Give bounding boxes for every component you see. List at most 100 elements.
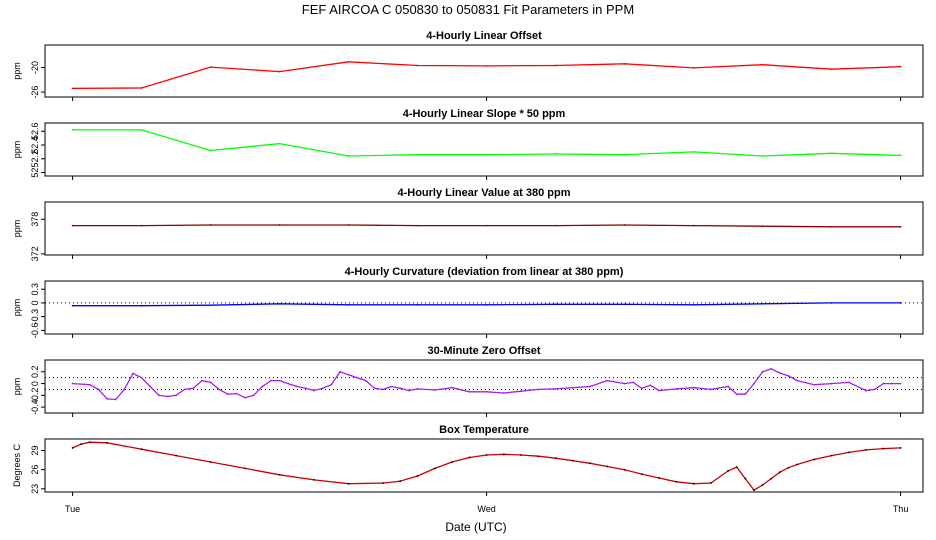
data-point <box>373 387 376 390</box>
data-point <box>623 224 626 226</box>
data-point <box>209 381 212 384</box>
data-point <box>606 465 609 468</box>
x-tick-label: Thu <box>893 504 909 514</box>
data-point <box>270 379 272 382</box>
data-point <box>830 454 833 457</box>
data-point <box>244 396 246 399</box>
data-point <box>778 372 781 374</box>
data-point <box>140 128 143 131</box>
data-point <box>623 62 626 65</box>
panel-frame <box>44 280 924 335</box>
data-point <box>554 153 557 155</box>
y-tick-label: -0.4 <box>30 399 40 415</box>
y-axis-label: ppm <box>12 141 22 159</box>
data-point <box>175 394 177 397</box>
data-point <box>830 152 833 155</box>
data-point <box>390 385 393 388</box>
data-point <box>416 153 419 156</box>
data-point <box>382 388 384 391</box>
data-point <box>132 372 134 375</box>
data-point <box>416 64 419 67</box>
data-point <box>692 151 695 153</box>
data-point <box>278 142 281 145</box>
data-point <box>140 304 143 307</box>
data-point <box>753 489 755 491</box>
data-point <box>675 480 678 483</box>
data-point <box>278 473 281 476</box>
data-point <box>554 387 557 390</box>
data-point <box>209 461 212 463</box>
data-point <box>847 381 850 384</box>
data-point <box>468 456 471 459</box>
data-point <box>589 385 591 388</box>
data-point <box>606 379 609 382</box>
data-point <box>865 389 867 392</box>
x-axis-label: Date (UTC) <box>445 520 506 534</box>
data-point <box>71 447 74 449</box>
x-tick-label: Tue <box>65 504 80 514</box>
data-point <box>278 302 281 305</box>
data-point <box>899 154 902 157</box>
series-line <box>72 129 901 157</box>
data-point <box>468 390 471 393</box>
data-point <box>408 389 410 392</box>
data-point <box>891 382 893 385</box>
data-point <box>201 379 203 382</box>
data-point <box>364 379 367 382</box>
y-tick-label: 52.2 <box>30 150 40 168</box>
panel-4: 4-Hourly Curvature (deviation from linea… <box>12 266 924 338</box>
data-point <box>485 454 488 456</box>
y-axis-label: ppm <box>12 299 22 317</box>
data-point <box>226 393 229 396</box>
data-point <box>623 468 626 471</box>
data-point <box>761 302 764 305</box>
panel-frame <box>44 201 924 256</box>
x-tick-label: Wed <box>477 504 495 514</box>
y-tick-label: 52.4 <box>30 136 40 154</box>
data-point <box>571 386 574 389</box>
data-point <box>114 398 117 401</box>
panel-title: Box Temperature <box>439 424 529 436</box>
data-point <box>485 224 488 227</box>
data-point <box>399 387 402 390</box>
data-point <box>97 388 100 391</box>
data-point <box>692 224 695 227</box>
data-point <box>140 376 143 379</box>
data-point <box>830 225 833 228</box>
data-point <box>761 225 764 228</box>
data-point <box>554 457 557 460</box>
y-tick-label: 372 <box>30 246 40 261</box>
data-point <box>278 224 281 226</box>
data-point <box>433 389 436 391</box>
data-point <box>71 382 74 385</box>
figure-title: FEF AIRCOA C 050830 to 050831 Fit Parame… <box>302 2 634 17</box>
panel-title: 4-Hourly Linear Offset <box>426 30 542 42</box>
data-point <box>623 153 626 156</box>
data-point <box>692 303 695 306</box>
y-axis-label: Degrees C <box>12 443 22 487</box>
data-point <box>640 387 643 390</box>
panel-frame <box>44 438 924 493</box>
panel-frame <box>44 44 924 98</box>
data-point <box>899 382 902 385</box>
data-point <box>761 63 764 66</box>
data-point <box>554 224 557 227</box>
data-point <box>347 155 350 157</box>
y-tick-label: 29 <box>30 445 40 455</box>
data-point <box>330 383 333 386</box>
y-tick-label: 23 <box>30 484 40 494</box>
data-point <box>882 447 885 450</box>
data-point <box>770 477 773 480</box>
data-point <box>520 390 522 393</box>
y-tick-label: -0.3 <box>30 309 40 325</box>
data-point <box>485 390 488 393</box>
y-tick-label: 52.6 <box>30 122 40 140</box>
data-point <box>770 367 773 370</box>
data-point <box>416 387 419 390</box>
data-point <box>649 384 652 387</box>
y-tick-label: 0 <box>30 300 40 305</box>
data-point <box>347 60 350 63</box>
data-point <box>313 389 315 392</box>
series-line <box>72 441 901 491</box>
data-point <box>882 382 885 385</box>
